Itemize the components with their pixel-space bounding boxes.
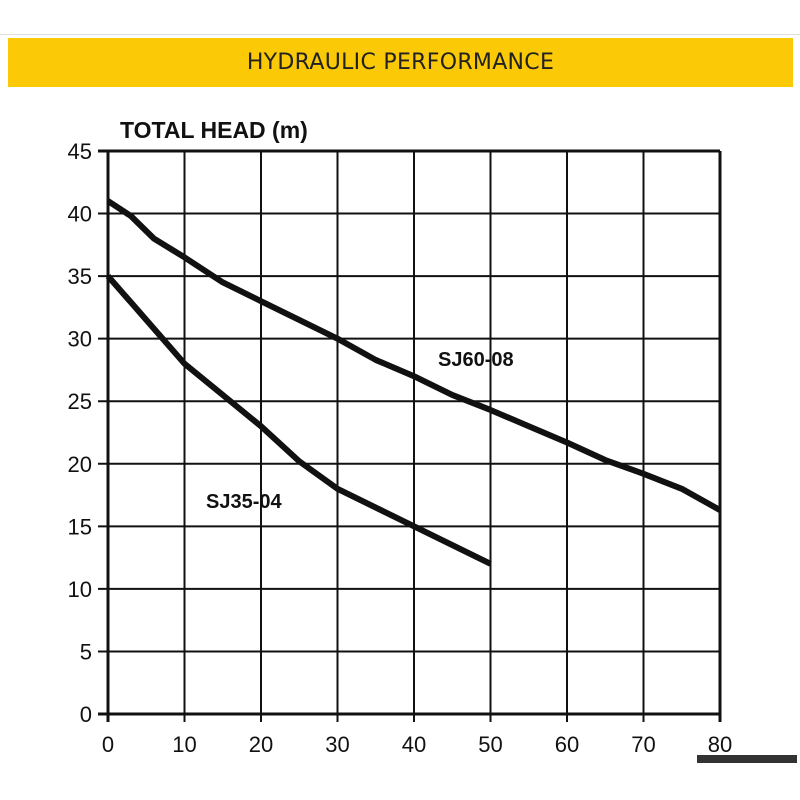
y-axis-title: TOTAL HEAD (m) [120, 117, 308, 143]
series-label-sj35-04: SJ35-04 [206, 491, 282, 513]
x-tick-label: 80 [708, 732, 732, 757]
y-tick-label: 15 [68, 514, 92, 539]
x-tick-label: 70 [631, 732, 655, 757]
chart-banner: HYDRAULIC PERFORMANCE [8, 38, 793, 87]
x-tick-label: 50 [478, 732, 502, 757]
y-tick-label: 5 [80, 639, 92, 664]
series-line-sj35-04 [105, 274, 492, 567]
top-divider [0, 34, 800, 35]
y-tick-label: 25 [68, 389, 92, 414]
x-tick-label: 30 [325, 732, 349, 757]
series-line-sj60-08 [106, 198, 722, 513]
y-tick-label: 45 [68, 139, 92, 164]
banner-title: HYDRAULIC PERFORMANCE [246, 50, 555, 75]
decorative-bar [697, 755, 797, 763]
y-tick-label: 20 [68, 452, 92, 477]
x-tick-label: 20 [249, 732, 273, 757]
x-tick-label: 40 [402, 732, 426, 757]
y-tick-label: 30 [68, 327, 92, 352]
x-tick-label: 60 [555, 732, 579, 757]
y-tick-label: 10 [68, 577, 92, 602]
y-tick-label: 35 [68, 264, 92, 289]
series-label-sj60-08: SJ60-08 [438, 349, 514, 371]
x-tick-label: 0 [102, 732, 114, 757]
y-tick-label: 0 [80, 702, 92, 727]
y-tick-label: 40 [68, 202, 92, 227]
x-tick-label: 10 [172, 732, 196, 757]
